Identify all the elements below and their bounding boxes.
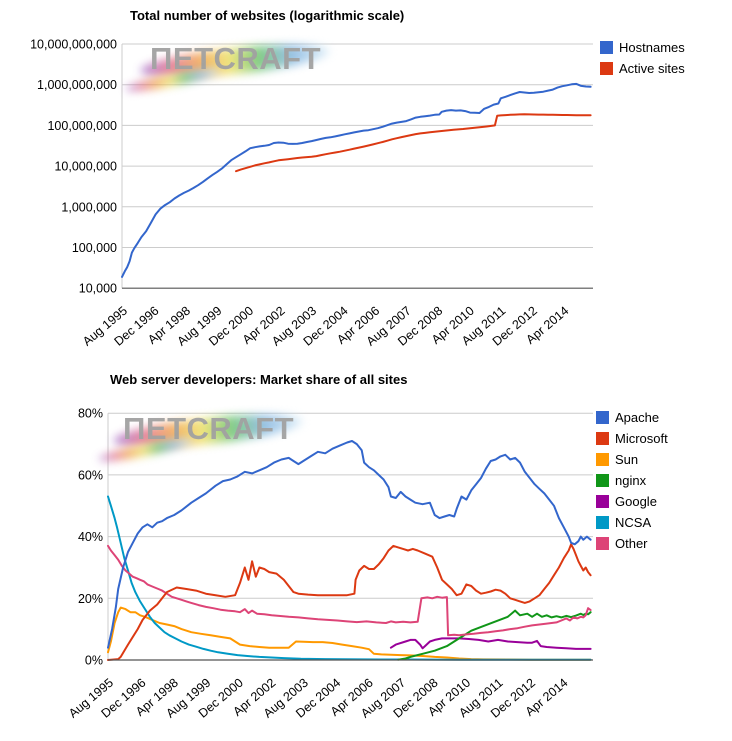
y-tick-label: 1,000,000 [61,200,117,214]
series-line-hostnames [121,82,592,278]
legend-label: Active sites [619,61,685,76]
legend-swatch-google [596,495,609,508]
legend-item-google: Google [596,491,668,512]
legend-label: NCSA [615,515,652,530]
y-tick-label: 10,000,000 [54,160,117,174]
netcraft-watermark: ΠETCRAFT [98,411,303,461]
netcraft-watermark: ΠETCRAFT [125,41,330,91]
y-tick-label: 10,000 [79,282,117,296]
chart-title-market-share: Web server developers: Market share of a… [110,372,408,387]
legend-swatch-apache [596,411,609,424]
legend-item-other: Other [596,533,668,554]
legend-item-microsoft: Microsoft [596,428,668,449]
legend-swatch-nginx [596,474,609,487]
series-line-google [389,637,592,650]
legend-label: Other [615,536,648,551]
legend-item-nginx: nginx [596,470,668,491]
y-tick-label: 60% [78,468,103,482]
legend-item-sun: Sun [596,449,668,470]
legend-item-hostnames: Hostnames [600,37,685,58]
legend-total-websites: Hostnames Active sites [600,37,685,79]
y-tick-label: 10,000,000,000 [30,38,117,52]
y-tick-label: 40% [78,530,103,544]
legend-item-apache: Apache [596,407,668,428]
series-line-other [107,544,592,637]
chart-total-number-of-websites-logar: ΠETCRAFT 10,000,000,000 1,000,000,000 100,0… [30,38,593,349]
y-tick-label: 0% [85,654,103,668]
series-line-active-sites [235,113,592,173]
rainbow-swoosh [113,414,303,448]
legend-label: Sun [615,452,639,467]
legend-label: Microsoft [615,431,668,446]
legend-swatch-ncsa [596,516,609,529]
netcraft-logo-text: ΠETCRAFT [123,411,294,446]
legend-label: Apache [615,410,660,425]
legend-label: nginx [615,473,647,488]
legend-swatch-microsoft [596,432,609,445]
series-line-sun [107,606,592,661]
series-line-apache [107,440,592,649]
series-line-microsoft [107,543,592,661]
chart-title-total-websites: Total number of websites (logarithmic sc… [130,8,405,23]
legend-label: Hostnames [619,40,685,55]
y-tick-label: 20% [78,592,103,606]
legend-swatch-active-sites [600,62,613,75]
series-line-nginx [397,609,592,661]
legend-item-ncsa: NCSA [596,512,668,533]
legend-swatch-sun [596,453,609,466]
netcraft-logo-text: ΠETCRAFT [150,41,321,76]
y-tick-label: 100,000,000 [47,119,117,133]
legend-market-share: Apache Microsoft Sun nginx Google NCSA Other [596,407,668,554]
legend-item-active-sites: Active sites [600,58,685,79]
series-line-ncsa [107,495,592,661]
legend-label: Google [615,494,657,509]
rainbow-swoosh [140,44,330,78]
legend-swatch-other [596,537,609,550]
legend-swatch-hostnames [600,41,613,54]
rainbow-swoosh-tail [98,439,194,461]
rainbow-swoosh-tail [125,69,221,91]
y-tick-label: 1,000,000,000 [37,78,117,92]
y-tick-label: 100,000 [72,241,117,255]
y-tick-label: 80% [78,407,103,421]
